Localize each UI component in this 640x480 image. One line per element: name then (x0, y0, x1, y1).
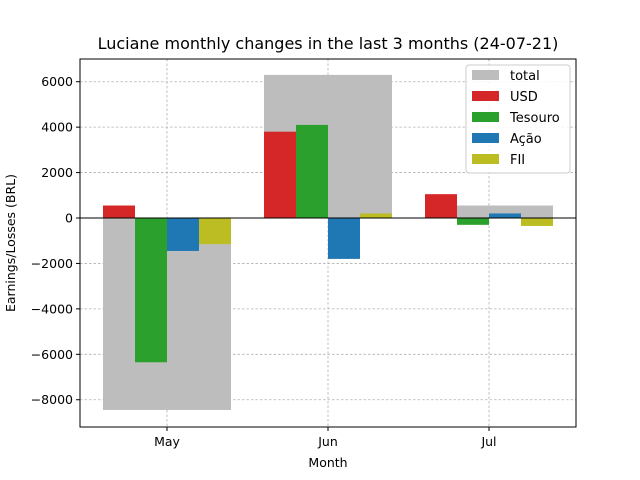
bar-tesouro (457, 218, 489, 225)
legend-swatch (472, 91, 499, 101)
y-tick-label: −6000 (31, 347, 73, 362)
legend-swatch (472, 154, 499, 164)
y-tick-label: 2000 (41, 165, 73, 180)
bar-fii (521, 218, 553, 226)
bar-usd (425, 194, 457, 219)
bar-tesouro (296, 124, 328, 219)
y-tick-label: 4000 (41, 120, 73, 135)
bar-tesouro (135, 218, 167, 363)
legend-swatch (472, 70, 499, 80)
bar-usd (103, 205, 135, 219)
legend-label: total (510, 69, 540, 84)
legend-label: Ação (510, 132, 542, 147)
legend-swatch (472, 112, 499, 122)
y-tick-label: −2000 (31, 256, 73, 271)
legend: total USD Tesouro Ação FII (465, 64, 571, 174)
x-tick-label: May (154, 434, 180, 449)
x-tick-label: Jun (317, 434, 338, 449)
y-tick-label: 6000 (41, 74, 73, 89)
legend-label: FII (510, 153, 525, 168)
bar-a-o (167, 218, 199, 251)
y-axis-label: Earnings/Losses (BRL) (3, 174, 18, 312)
x-axis-label: Month (308, 455, 347, 470)
y-tick-label: −8000 (31, 392, 73, 407)
y-axis: −8000 −6000 −4000 −2000 0 2000 4000 6000 (31, 74, 80, 407)
bar-fii (360, 213, 392, 219)
legend-label: USD (510, 90, 538, 105)
bar-usd (264, 131, 296, 219)
x-tick-label: Jul (480, 434, 496, 449)
bar-a-o (489, 213, 521, 219)
bar-fii (199, 218, 231, 245)
y-tick-label: −4000 (31, 301, 73, 316)
chart-title: Luciane monthly changes in the last 3 mo… (98, 34, 559, 53)
series-bars (103, 124, 553, 363)
y-tick-label: 0 (65, 211, 73, 226)
bar-a-o (328, 218, 360, 259)
x-axis: May Jun Jul (154, 427, 497, 449)
legend-label: Tesouro (509, 111, 560, 126)
legend-swatch (472, 133, 499, 143)
